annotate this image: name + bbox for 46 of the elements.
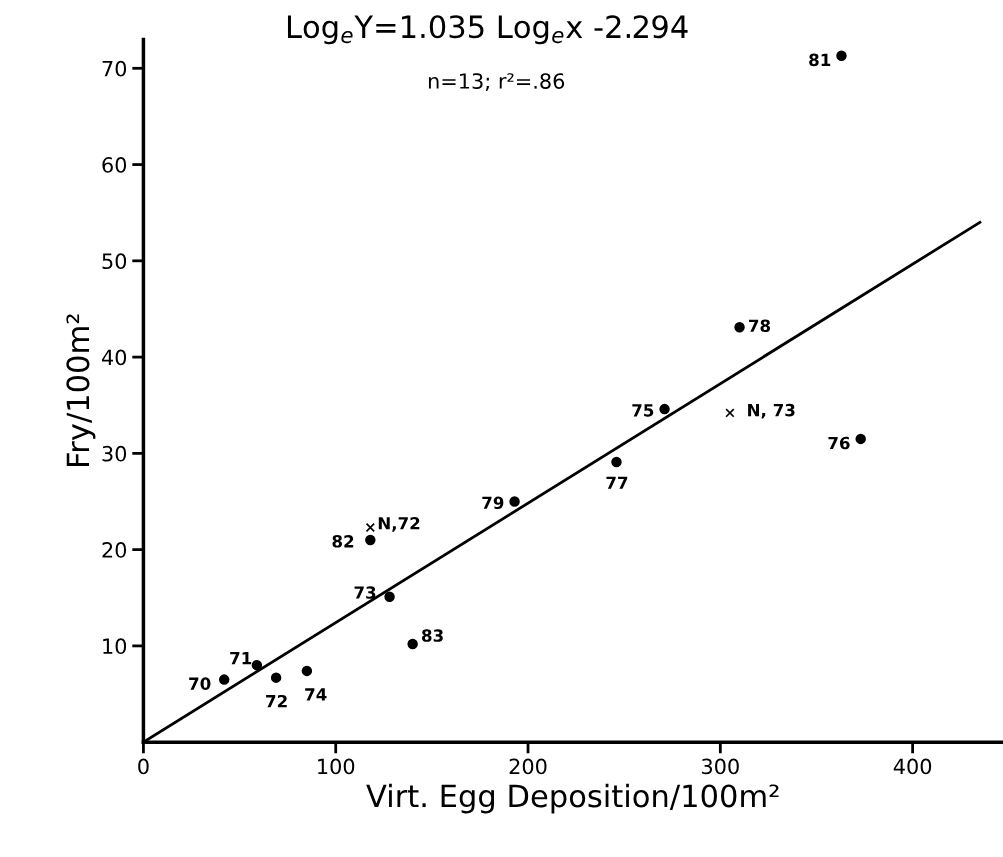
- annotation: 73: [354, 586, 376, 599]
- point: [407, 638, 418, 650]
- x-tick-label: 400: [893, 758, 932, 775]
- point: [855, 433, 866, 445]
- x-tick-label: 200: [509, 758, 547, 775]
- annotation: 77: [606, 476, 628, 489]
- point: [734, 322, 745, 333]
- y-tick-label: 40: [101, 349, 127, 366]
- annotation: 81: [809, 53, 831, 67]
- annotation: 82: [332, 535, 354, 548]
- annotation: N,72: [378, 516, 420, 532]
- annotation: 79: [482, 496, 504, 510]
- point: [611, 456, 622, 468]
- x-axis-title: Virt. Egg Deposition/100m²: [366, 783, 779, 814]
- point: [659, 403, 670, 415]
- y-tick-label: 10: [103, 638, 127, 655]
- point: [384, 591, 395, 603]
- x-tick-label: 300: [702, 758, 739, 775]
- annotation: n=13; r²=.86: [428, 73, 565, 92]
- y-axis-title: Fry/100m²: [66, 314, 96, 467]
- y-tick-label: 60: [102, 157, 127, 173]
- annotation: 83: [422, 629, 443, 642]
- annotation: 74: [305, 688, 327, 701]
- point: [725, 408, 735, 418]
- point: [251, 659, 263, 671]
- point: [270, 672, 282, 683]
- y-tick-label: 70: [102, 60, 127, 77]
- chart-title: Log$_{e}$Y=1.035 Log$_{e}$x -2.294: [287, 15, 688, 45]
- annotation: N, 73: [748, 403, 795, 419]
- annotation: 72: [266, 694, 287, 708]
- point: [218, 674, 230, 685]
- annotation: 76: [828, 436, 850, 450]
- annotation: 70: [189, 677, 211, 690]
- annotation: 75: [632, 404, 654, 417]
- x-tick-label: 100: [318, 758, 355, 775]
- point: [301, 665, 313, 677]
- point: [509, 496, 520, 507]
- point: [836, 50, 847, 62]
- annotation: 78: [749, 319, 771, 333]
- point: [365, 534, 376, 546]
- annotation: 71: [230, 652, 252, 665]
- y-tick-label: 50: [102, 253, 127, 270]
- point: [365, 522, 375, 533]
- y-tick-label: 20: [102, 542, 127, 558]
- x-tick-label: 0: [138, 758, 149, 775]
- y-tick-label: 30: [102, 445, 127, 462]
